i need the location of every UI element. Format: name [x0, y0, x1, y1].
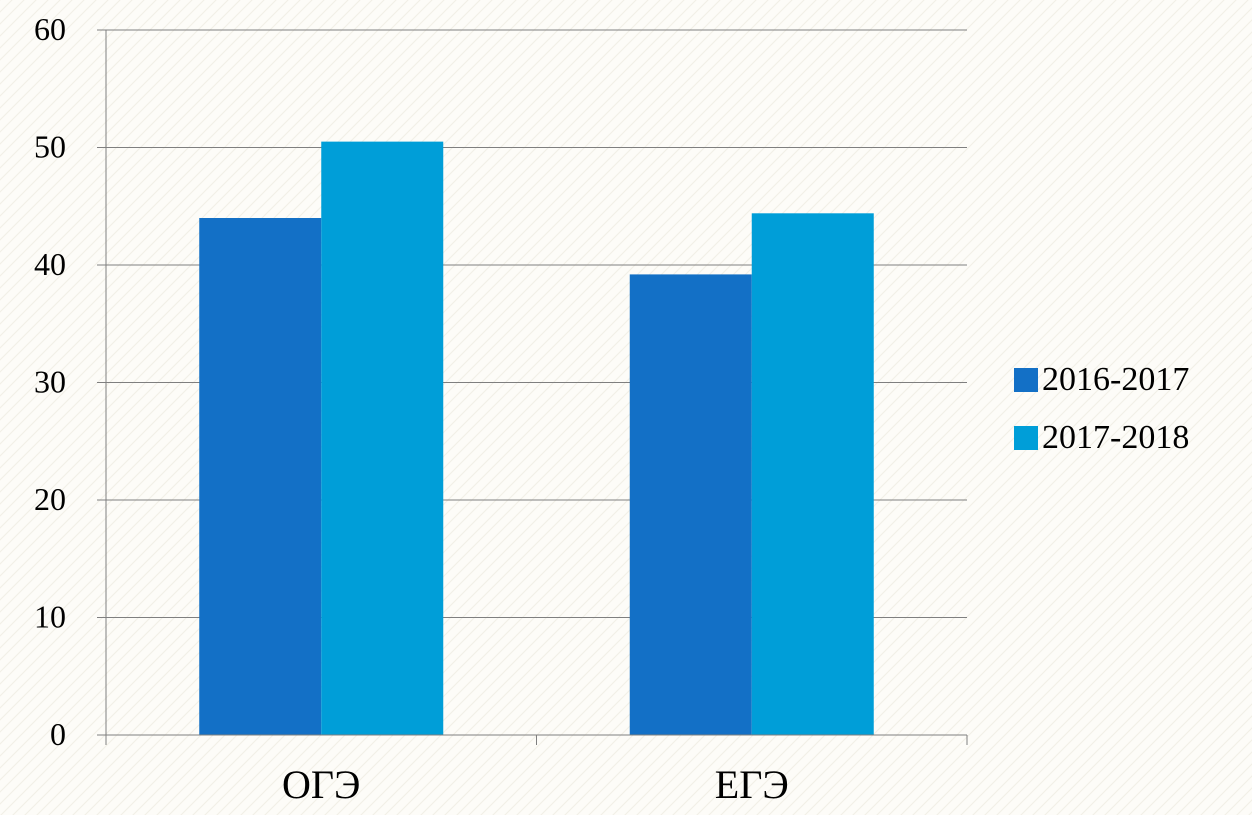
bar-1-0: [629, 274, 752, 735]
legend-label: 2016-2017: [1042, 361, 1189, 398]
legend-swatch-0: [1014, 368, 1038, 392]
bar-0-1: [321, 141, 444, 735]
y-tick-label: 10: [34, 599, 66, 635]
y-tick-label: 50: [34, 129, 66, 165]
bar-0-0: [199, 218, 322, 735]
legend-label: 2017-2018: [1042, 419, 1189, 456]
y-tick-label: 60: [34, 11, 66, 47]
x-category-label: ОГЭ: [282, 762, 360, 807]
y-tick-label: 30: [34, 364, 66, 400]
y-tick-label: 40: [34, 246, 66, 282]
y-tick-label: 20: [34, 481, 66, 517]
legend-swatch-1: [1014, 426, 1038, 450]
x-category-label: ЕГЭ: [715, 762, 789, 807]
bar-1-1: [751, 213, 874, 736]
y-tick-label: 0: [50, 716, 66, 752]
